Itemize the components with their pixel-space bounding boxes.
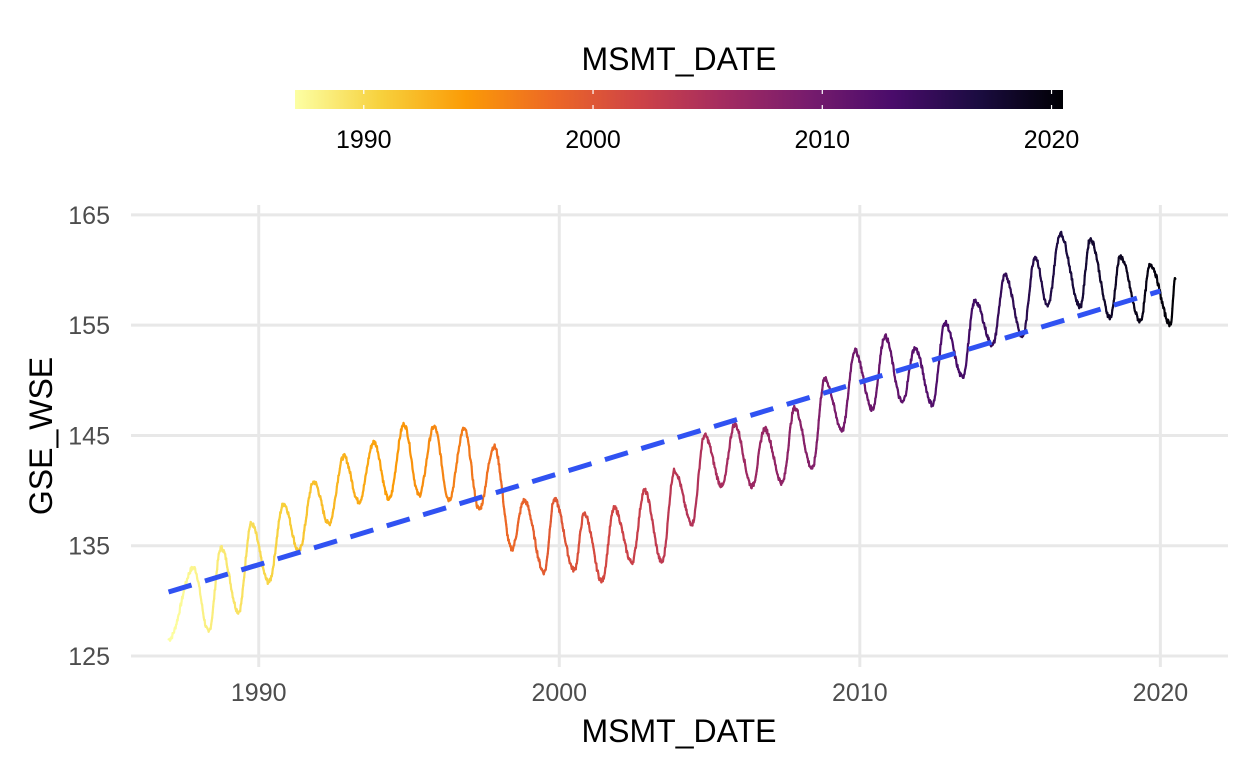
series-segment: [849, 363, 853, 373]
series-segment: [566, 547, 569, 557]
series-segment: [1030, 268, 1033, 278]
colorbar-tick-label: 2020: [1024, 126, 1080, 154]
series-segment: [967, 335, 971, 345]
series-segment: [272, 555, 276, 567]
series-segment: [241, 588, 244, 598]
series-segment: [216, 559, 219, 571]
series-segment: [1113, 289, 1116, 300]
series-segment: [696, 479, 700, 491]
series-segment: [534, 538, 537, 548]
series-segment: [968, 319, 972, 331]
series-segment: [548, 528, 551, 539]
series-segment: [1172, 285, 1176, 297]
series-segment: [1170, 307, 1174, 318]
colorbar-tick-label: 2010: [794, 126, 850, 154]
x-tick-label: 2000: [531, 679, 587, 707]
series-segment: [817, 419, 820, 430]
series-segment: [455, 453, 459, 464]
y-tick-label: 125: [68, 643, 110, 671]
series-segment: [244, 556, 247, 569]
x-tick-label: 1990: [231, 679, 287, 707]
y-tick-label: 155: [68, 312, 110, 340]
colorbar: [295, 90, 1063, 109]
series-segment: [1115, 266, 1119, 276]
series-segment: [498, 463, 501, 473]
series-segment: [637, 517, 641, 528]
series-segment: [577, 543, 580, 554]
series-segment: [1142, 301, 1145, 313]
series-segment: [397, 439, 401, 451]
series-segment: [608, 525, 611, 536]
y-tick-label: 135: [68, 533, 110, 561]
water-level-series: [167, 230, 1177, 642]
series-segment: [1052, 264, 1056, 276]
series-segment: [967, 328, 971, 338]
series-segment: [1171, 299, 1175, 310]
series-segment: [214, 581, 217, 591]
series-segment: [1038, 267, 1042, 277]
colorbar-tick-label: 2000: [565, 126, 621, 154]
series-segment: [1029, 278, 1032, 288]
series-segment: [580, 515, 584, 526]
series-segment: [470, 465, 474, 476]
series-segment: [277, 520, 280, 530]
series-segment: [663, 546, 667, 557]
legend-title: MSMT_DATE: [582, 41, 777, 77]
y-tick-label: 165: [68, 202, 110, 230]
series-segment: [966, 342, 970, 353]
series-segment: [1025, 310, 1029, 321]
series-segment: [595, 562, 598, 572]
series-segment: [935, 373, 939, 383]
series-segment: [1053, 257, 1057, 267]
series-segment: [578, 534, 581, 543]
grid: [131, 205, 1228, 667]
series-segment: [178, 604, 182, 614]
series-segment: [1082, 284, 1085, 295]
series-segment: [305, 506, 309, 516]
series-segment: [607, 535, 610, 546]
trend-line: [167, 288, 1162, 595]
series-segment: [213, 589, 216, 600]
series-segment: [439, 455, 443, 467]
series-segment: [497, 455, 500, 466]
series-segment: [1173, 277, 1177, 280]
x-tick-label: 2010: [832, 679, 888, 707]
x-axis-title: MSMT_DATE: [582, 713, 777, 749]
series-segment: [938, 343, 942, 355]
series-segment: [408, 441, 412, 453]
y-axis-title: GSE_WSE: [23, 357, 59, 515]
y-axis-ticks: 125 135 145 155 165: [68, 202, 110, 671]
series-segment: [669, 484, 673, 495]
series-segment: [1083, 274, 1086, 286]
series-segment: [1144, 280, 1148, 292]
series-segment: [816, 431, 819, 441]
y-tick-label: 145: [68, 422, 110, 450]
series-segment: [698, 459, 702, 470]
series-segment: [468, 445, 471, 457]
series-segment: [1114, 276, 1118, 286]
series-segment: [550, 502, 554, 513]
colorbar-ticks: 1990 2000 2010 2020: [336, 90, 1079, 154]
series-segment: [787, 437, 791, 447]
series-segment: [878, 354, 882, 364]
series-segment: [606, 543, 609, 555]
series-segment: [905, 380, 909, 390]
series-segment: [665, 522, 669, 534]
series-segment: [501, 492, 505, 503]
series-segment: [813, 456, 816, 466]
legend: MSMT_DATE 1990 2000 2010 2020: [295, 41, 1079, 154]
series-segment: [877, 364, 881, 374]
series-segment: [756, 456, 760, 466]
x-axis-ticks: 1990 2000 2010 2020: [231, 679, 1188, 707]
colorbar-tick-label: 1990: [336, 126, 392, 154]
series-segment: [844, 409, 848, 419]
x-tick-label: 2020: [1133, 679, 1189, 707]
series-segment: [638, 507, 642, 518]
